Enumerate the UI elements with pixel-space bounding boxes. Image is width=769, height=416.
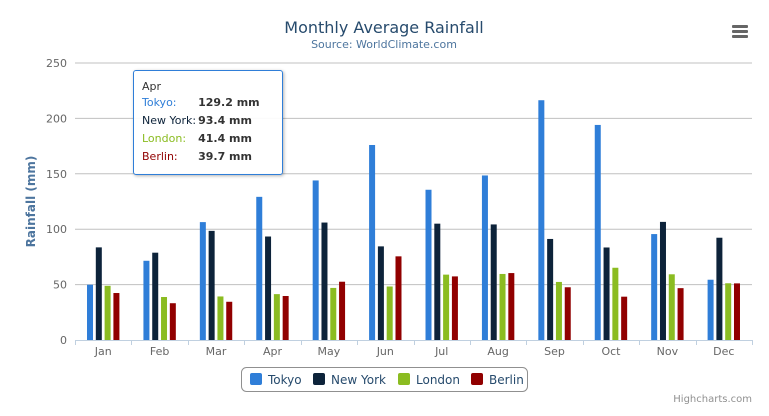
bar-london[interactable] [499,273,506,340]
bar-tokyo[interactable] [538,100,545,341]
legend-item[interactable]: Tokyo [267,373,302,387]
y-tick-label: 250 [46,57,67,70]
bar-london[interactable] [612,267,619,340]
bar-london[interactable] [104,285,111,340]
bar-new-york[interactable] [152,252,159,340]
tooltip-label: New York: [142,114,197,127]
tooltip-label: London: [142,132,187,145]
tooltip-row: Berlin: 39.7 mm [142,150,260,168]
bar-london[interactable] [386,286,393,340]
tooltip-label: Berlin: [142,150,178,163]
x-tick-label: Oct [601,345,621,358]
x-tick-label: Jul [434,345,448,358]
x-tick-label: Feb [150,345,169,358]
tooltip-row: New York: 93.4 mm [142,114,260,132]
bar-tokyo[interactable] [425,189,432,340]
bar-tokyo[interactable] [481,175,488,340]
bar-london[interactable] [443,274,450,340]
tooltip-header: Apr [142,80,162,93]
x-tick-label: Jan [94,345,112,358]
x-tick-label: May [318,345,341,358]
legend-swatch[interactable] [398,373,410,385]
hamburger-menu-icon[interactable] [732,30,748,33]
x-tick-label: Jun [376,345,394,358]
bar-berlin[interactable] [226,301,233,340]
bar-new-york[interactable] [603,247,610,340]
bar-london[interactable] [668,274,675,340]
bar-london[interactable] [725,283,732,340]
bar-berlin[interactable] [113,293,120,340]
y-tick-label: 0 [60,334,67,347]
bar-new-york[interactable] [547,238,554,340]
tooltip-value: 41.4 mm [198,132,252,145]
bar-new-york[interactable] [95,247,102,340]
legend-swatch[interactable] [471,373,483,385]
bar-berlin[interactable] [451,276,458,340]
legend-item[interactable]: London [416,373,460,387]
bar-london[interactable] [330,287,337,340]
bar-berlin[interactable] [395,256,402,340]
x-tick-label: Apr [263,345,283,358]
bar-tokyo[interactable] [87,284,94,340]
bar-berlin[interactable] [733,283,740,340]
hamburger-menu-icon[interactable] [732,35,748,38]
bar-tokyo[interactable] [707,279,714,340]
legend-item[interactable]: Berlin [489,373,524,387]
bar-tokyo[interactable] [651,234,658,340]
y-axis-title: Rainfall (mm) [24,156,38,248]
bar-berlin[interactable] [339,281,346,340]
bar-berlin[interactable] [564,287,571,340]
x-tick-label: Dec [713,345,734,358]
legend-box [241,367,528,392]
tooltip-row: Tokyo: 129.2 mm [142,96,260,114]
bar-new-york[interactable] [321,222,328,340]
bar-berlin[interactable] [169,303,176,340]
legend-swatch[interactable] [250,373,262,385]
x-tick-label: Sep [544,345,565,358]
bar-berlin[interactable] [508,273,515,340]
bar-tokyo[interactable] [199,222,206,340]
tooltip-value: 39.7 mm [198,150,252,163]
bar-berlin[interactable] [677,288,684,340]
bar-new-york[interactable] [716,237,723,340]
tooltip-value: 129.2 mm [198,96,260,109]
bar-london[interactable] [161,297,168,340]
bar-berlin[interactable] [282,296,289,340]
y-tick-label: 200 [46,112,67,125]
bar-new-york[interactable] [265,236,272,340]
y-tick-label: 50 [53,279,67,292]
bar-new-york[interactable] [208,230,215,340]
x-tick-label: Nov [657,345,679,358]
chart-subtitle: Source: WorldClimate.com [311,38,457,51]
bar-tokyo[interactable] [594,124,601,341]
tooltip: Apr Tokyo: 129.2 mm New York: 93.4 mm Lond… [133,70,283,175]
bar-tokyo[interactable] [256,196,263,340]
tooltip-row: London: 41.4 mm [142,132,260,150]
x-tick-label: Aug [487,345,508,358]
tooltip-label: Tokyo: [142,96,177,109]
bar-berlin[interactable] [621,296,628,340]
bar-tokyo[interactable] [143,260,150,340]
y-tick-label: 100 [46,223,67,236]
tooltip-value: 93.4 mm [198,114,252,127]
bar-new-york[interactable] [659,221,666,340]
legend-item[interactable]: New York [331,373,386,387]
bar-tokyo[interactable] [369,144,376,340]
bar-new-york[interactable] [434,223,441,340]
chart-title: Monthly Average Rainfall [284,18,483,37]
bar-new-york[interactable] [490,224,497,340]
bar-london[interactable] [217,296,224,340]
bar-london[interactable] [273,294,280,340]
hamburger-menu-icon[interactable] [732,25,748,28]
y-tick-label: 150 [46,168,67,181]
bar-tokyo[interactable] [312,180,319,340]
bar-london[interactable] [555,281,562,340]
legend-swatch[interactable] [313,373,325,385]
bar-new-york[interactable] [377,246,384,340]
x-tick-label: Mar [206,345,227,358]
credits-link[interactable]: Highcharts.com [673,394,752,405]
